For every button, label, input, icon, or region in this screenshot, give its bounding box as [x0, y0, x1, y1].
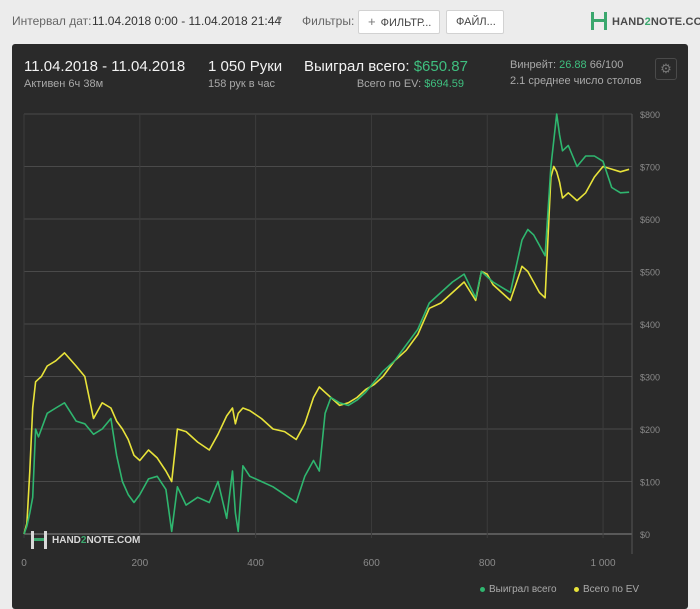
date-range: 11.04.2018 - 11.04.2018	[24, 58, 186, 75]
filters-label: Фильтры:	[302, 14, 355, 28]
legend-won-label: Выиграл всего	[489, 584, 557, 595]
winrate-value: 26.88	[559, 59, 587, 71]
won-label: Выиграл всего:	[304, 58, 410, 75]
h-logo-icon	[31, 531, 47, 549]
winrate-suffix: 66/100	[589, 59, 624, 71]
x-tick-label: 0	[21, 558, 27, 569]
graph-panel: 11.04.2018 - 11.04.2018 Активен 6ч 38м 1…	[12, 44, 688, 609]
series-line-won	[23, 113, 630, 535]
top-toolbar: Интервал дат: 11.04.2018 0:00 - 11.04.20…	[0, 0, 700, 44]
ev-value: $694.59	[424, 78, 464, 90]
y-tick-label: $0	[640, 530, 650, 540]
filter-button-label: ФИЛЬТР...	[380, 17, 432, 29]
chevron-down-icon[interactable]: ▼	[275, 14, 284, 24]
legend-ev-dot	[574, 586, 579, 592]
x-tick-label: 1 000	[591, 558, 616, 569]
hand2note-logo: HAND2NOTE.COM	[590, 11, 700, 33]
hands-block: 1 050 Руки 158 рук в час	[208, 58, 282, 90]
series-line-ev	[23, 165, 630, 535]
winrate-block: Винрейт: 26.88 66/100 2.1 среднее число …	[510, 59, 642, 87]
watermark-logo: HAND2NOTE.COM	[30, 530, 140, 552]
logo-text: HAND2NOTE.COM	[612, 16, 700, 28]
avg-tables: 2.1 среднее число столов	[510, 75, 642, 87]
hands-count: 1 050 Руки	[208, 58, 283, 75]
y-tick-label: $100	[640, 478, 660, 488]
plus-icon: +	[368, 14, 376, 29]
profit-chart: $0 $100 $200 $300 $400 $500 $600 $700 $800 0 200 40…	[21, 110, 660, 569]
date-range-block: 11.04.2018 - 11.04.2018 Активен 6ч 38м	[24, 58, 185, 90]
date-interval-select[interactable]: 11.04.2018 0:00 - 11.04.2018 21:44	[92, 14, 282, 28]
legend-won: Выиграл всего	[480, 584, 557, 595]
y-tick-label: $200	[640, 425, 660, 435]
file-button[interactable]: ФАЙЛ...	[446, 10, 504, 34]
y-tick-label: $700	[640, 163, 660, 173]
y-tick-label: $500	[640, 268, 660, 278]
x-tick-label: 800	[479, 558, 496, 569]
legend-won-dot	[480, 586, 485, 592]
y-tick-label: $600	[640, 215, 660, 225]
file-button-label: ФАЙЛ...	[456, 16, 496, 28]
hands-per-hour: 158 рук в час	[208, 78, 276, 90]
h-logo-icon	[591, 12, 607, 30]
legend-ev: Всего по EV	[574, 584, 639, 595]
y-tick-label: $800	[640, 110, 660, 120]
filter-button[interactable]: + ФИЛЬТР...	[358, 10, 440, 34]
winrate-label: Винрейт:	[510, 59, 557, 71]
winnings-block: Выиграл всего: $650.87 Всего по EV: $694…	[304, 58, 468, 90]
interval-label: Интервал дат:	[12, 14, 92, 28]
x-tick-label: 600	[363, 558, 380, 569]
x-tick-label: 200	[131, 558, 148, 569]
active-time: Активен 6ч 38м	[24, 78, 104, 90]
gear-icon[interactable]: ⚙	[655, 58, 677, 80]
won-value: $650.87	[413, 58, 468, 75]
ev-label: Всего по EV:	[356, 78, 422, 90]
watermark-text: HAND2NOTE.COM	[52, 535, 141, 546]
legend-ev-label: Всего по EV	[583, 584, 640, 595]
y-tick-label: $400	[640, 320, 660, 330]
x-tick-label: 400	[247, 558, 264, 569]
y-tick-label: $300	[640, 373, 660, 383]
